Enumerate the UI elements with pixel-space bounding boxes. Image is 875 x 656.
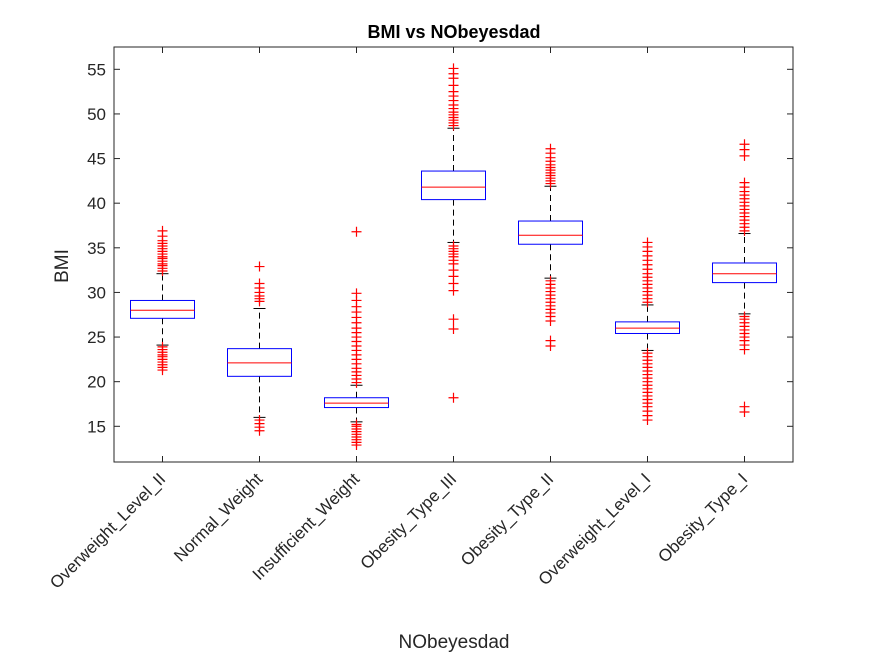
outlier-marker	[351, 419, 362, 430]
outlier-marker	[254, 261, 265, 272]
box-normal-weight	[227, 261, 292, 436]
x-tick-label: Obesity_Type_I	[654, 469, 751, 566]
outlier-marker	[739, 177, 750, 188]
outlier-marker	[448, 63, 459, 74]
chart-title: BMI vs NObeyesdad	[367, 22, 540, 42]
x-tick-label: Insufficient_Weight	[249, 469, 364, 584]
outlier-marker	[351, 288, 362, 299]
y-tick-label: 50	[87, 105, 106, 124]
outlier-marker	[448, 392, 459, 403]
x-tick-label: Overweight_Level_II	[46, 469, 169, 592]
x-tick-label: Obesity_Type_III	[357, 469, 461, 573]
plot-area	[130, 63, 777, 451]
y-tick-label: 25	[87, 328, 106, 347]
outlier-marker	[642, 348, 653, 359]
box-obesity-type-iii	[421, 63, 486, 403]
box-obesity-type-ii	[518, 143, 583, 351]
outlier-marker	[254, 415, 265, 426]
outlier-marker	[157, 341, 168, 352]
iqr-box	[518, 220, 583, 245]
y-tick-label: 40	[87, 194, 106, 213]
outlier-marker	[351, 226, 362, 237]
box-obesity-type-i	[712, 139, 777, 418]
outlier-marker	[254, 278, 265, 289]
outlier-marker	[157, 225, 168, 236]
iqr-box	[712, 262, 777, 284]
y-tick-label: 20	[87, 373, 106, 392]
outlier-marker	[448, 324, 459, 335]
x-axis-label: NObeyesdad	[399, 632, 510, 653]
outlier-marker	[642, 237, 653, 248]
iqr-box	[130, 299, 195, 319]
axes: 15 20 25 30 35 40 45 50 55 Overweight_Level_II Nor…	[46, 46, 794, 592]
y-tick-label: 55	[87, 60, 106, 79]
outlier-marker	[448, 314, 459, 325]
y-tick-label: 45	[87, 150, 106, 169]
y-tick-label: 15	[87, 417, 106, 436]
x-tick-label: Normal_Weight	[170, 469, 266, 565]
x-tick-label: Obesity_Type_II	[457, 469, 557, 569]
y-tick-label: 35	[87, 239, 106, 258]
outlier-marker	[545, 143, 556, 154]
box-insufficient-weight	[324, 226, 389, 451]
outlier-marker	[545, 275, 556, 286]
outlier-marker	[739, 401, 750, 412]
y-tick-label: 30	[87, 283, 106, 302]
outlier-marker	[739, 311, 750, 322]
outlier-marker	[448, 241, 459, 252]
y-axis-label: BMI	[52, 249, 73, 283]
outlier-marker	[545, 335, 556, 346]
box-overweight-level-ii	[130, 225, 195, 376]
box-overweight-level-i	[615, 237, 680, 426]
iqr-box	[421, 170, 486, 201]
outlier-marker	[739, 139, 750, 150]
